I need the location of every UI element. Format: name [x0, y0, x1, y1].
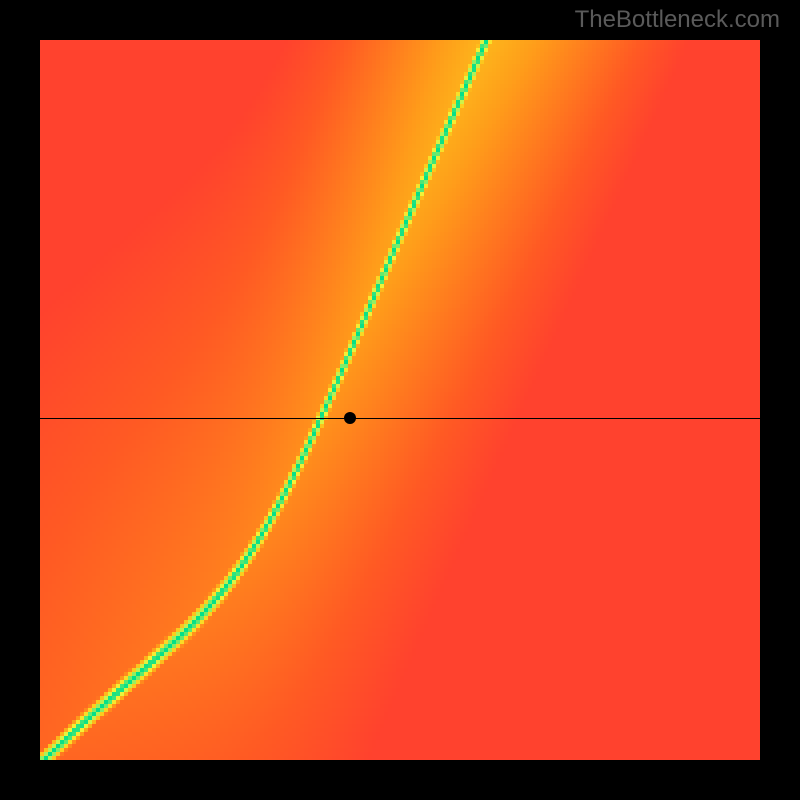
plot-area [40, 40, 760, 760]
crosshair-horizontal [40, 418, 760, 419]
crosshair-vertical [350, 760, 351, 800]
chart-frame: TheBottleneck.com [0, 0, 800, 800]
marker-dot [344, 412, 356, 424]
heatmap-canvas [40, 40, 760, 760]
watermark-text: TheBottleneck.com [575, 6, 780, 34]
